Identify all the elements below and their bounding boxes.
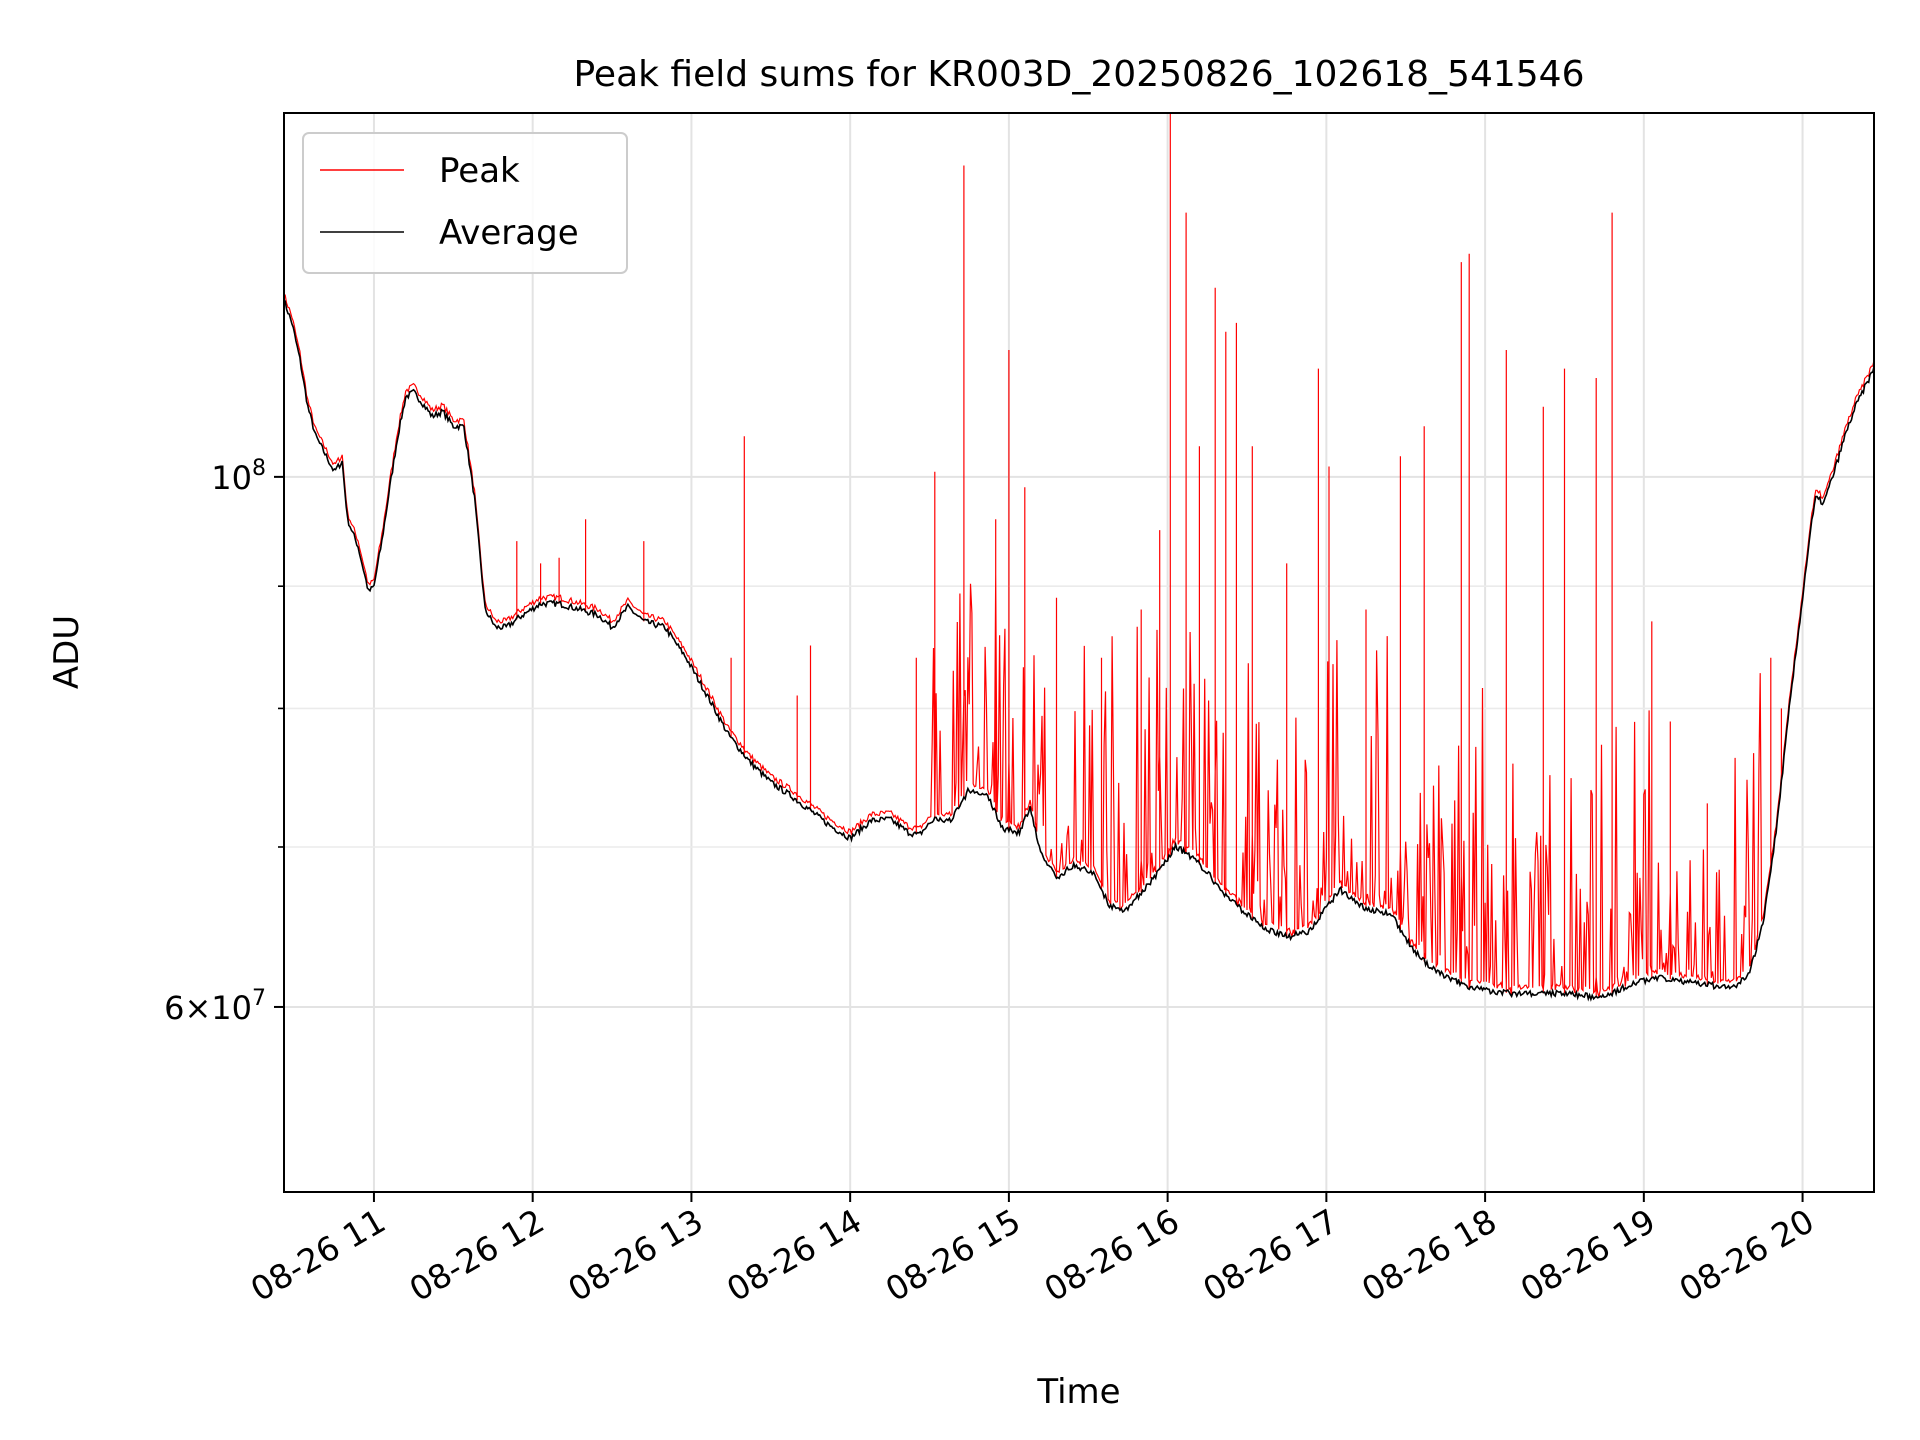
grid xyxy=(284,113,1874,1192)
legend-box xyxy=(302,132,628,274)
plot-area xyxy=(284,113,1874,1002)
legend-label-average: Average xyxy=(439,213,579,253)
legend: Peak Average xyxy=(302,132,628,274)
series-line-average xyxy=(284,299,1874,1002)
y-tick-label: 108 xyxy=(211,456,266,497)
y-tick-label: 6×107 xyxy=(164,986,266,1027)
legend-label-peak: Peak xyxy=(439,151,520,191)
plot-frame xyxy=(283,112,1875,1193)
y-axis: 108 6×107 xyxy=(164,456,284,1027)
y-axis-label: ADU xyxy=(47,615,87,689)
x-axis-label: Time xyxy=(1036,1372,1120,1412)
chart-title: Peak field sums for KR003D_20250826_1026… xyxy=(574,54,1585,95)
series-line-peak xyxy=(284,113,1874,998)
